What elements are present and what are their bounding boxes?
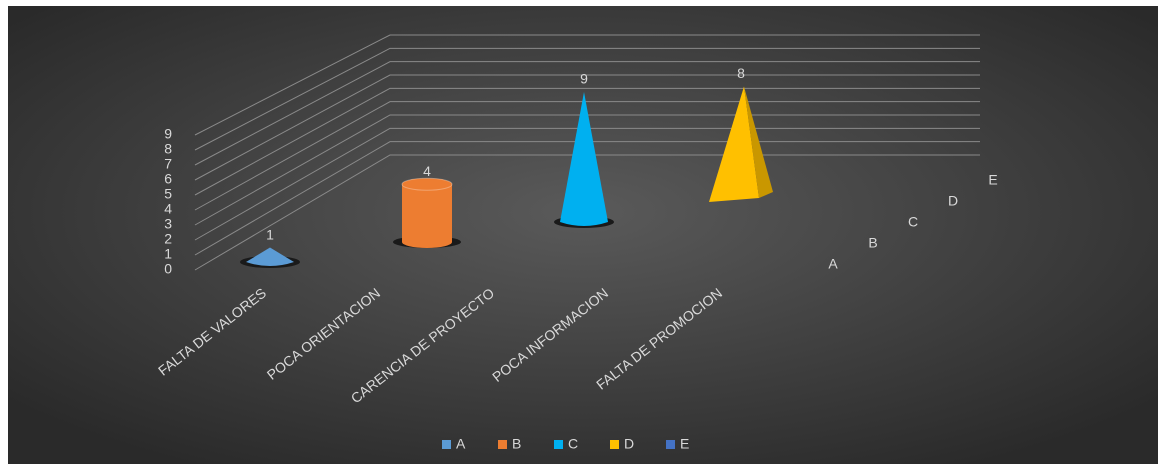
y-tick-label: 3 bbox=[164, 216, 172, 232]
depth-tick-label: A bbox=[828, 256, 838, 272]
y-tick-label: 5 bbox=[164, 186, 172, 202]
y-tick-label: 9 bbox=[164, 126, 172, 142]
legend-label: D bbox=[624, 436, 634, 452]
grid-line bbox=[194, 114, 980, 226]
bar-top bbox=[401, 177, 453, 191]
y-tick-label: 6 bbox=[164, 171, 172, 187]
bar bbox=[393, 177, 461, 248]
y-tick-label: 4 bbox=[164, 201, 172, 217]
bar bbox=[709, 86, 773, 202]
data-label: 1 bbox=[266, 226, 274, 242]
bar-body bbox=[402, 184, 452, 248]
legend-swatch bbox=[498, 440, 507, 449]
bar-face bbox=[709, 86, 759, 202]
grid-line bbox=[194, 87, 980, 196]
legend-swatch bbox=[442, 440, 451, 449]
grid-line bbox=[194, 141, 980, 256]
legend-label: A bbox=[456, 436, 466, 452]
legend-swatch bbox=[666, 440, 675, 449]
grid-line bbox=[194, 47, 980, 151]
legend-label: E bbox=[680, 436, 689, 452]
depth-tick-label: B bbox=[868, 235, 877, 251]
legend-swatch bbox=[554, 440, 563, 449]
legend-label: B bbox=[512, 436, 521, 452]
y-tick-label: 1 bbox=[164, 246, 172, 262]
depth-tick-label: C bbox=[908, 214, 918, 230]
grid-line bbox=[194, 101, 980, 211]
data-label: 9 bbox=[580, 71, 588, 87]
legend-label: C bbox=[568, 436, 578, 452]
y-tick-label: 8 bbox=[164, 141, 172, 157]
bar bbox=[554, 92, 614, 228]
grid-line bbox=[194, 127, 980, 241]
data-label: 4 bbox=[423, 163, 431, 179]
grid-line bbox=[194, 154, 980, 271]
chart-background bbox=[8, 6, 1158, 464]
bar-side bbox=[744, 86, 773, 198]
y-tick-label: 7 bbox=[164, 156, 172, 172]
y-tick-label: 0 bbox=[164, 261, 172, 277]
grid-line bbox=[194, 61, 980, 166]
bar bbox=[240, 247, 300, 268]
grid-line bbox=[194, 74, 980, 181]
bar-body bbox=[560, 92, 608, 226]
depth-tick-label: E bbox=[988, 172, 997, 188]
grid-line bbox=[194, 34, 980, 136]
depth-tick-label: D bbox=[948, 193, 958, 209]
data-label: 8 bbox=[737, 65, 745, 81]
bar-body bbox=[246, 247, 294, 266]
legend-swatch bbox=[610, 440, 619, 449]
y-tick-label: 2 bbox=[164, 231, 172, 247]
